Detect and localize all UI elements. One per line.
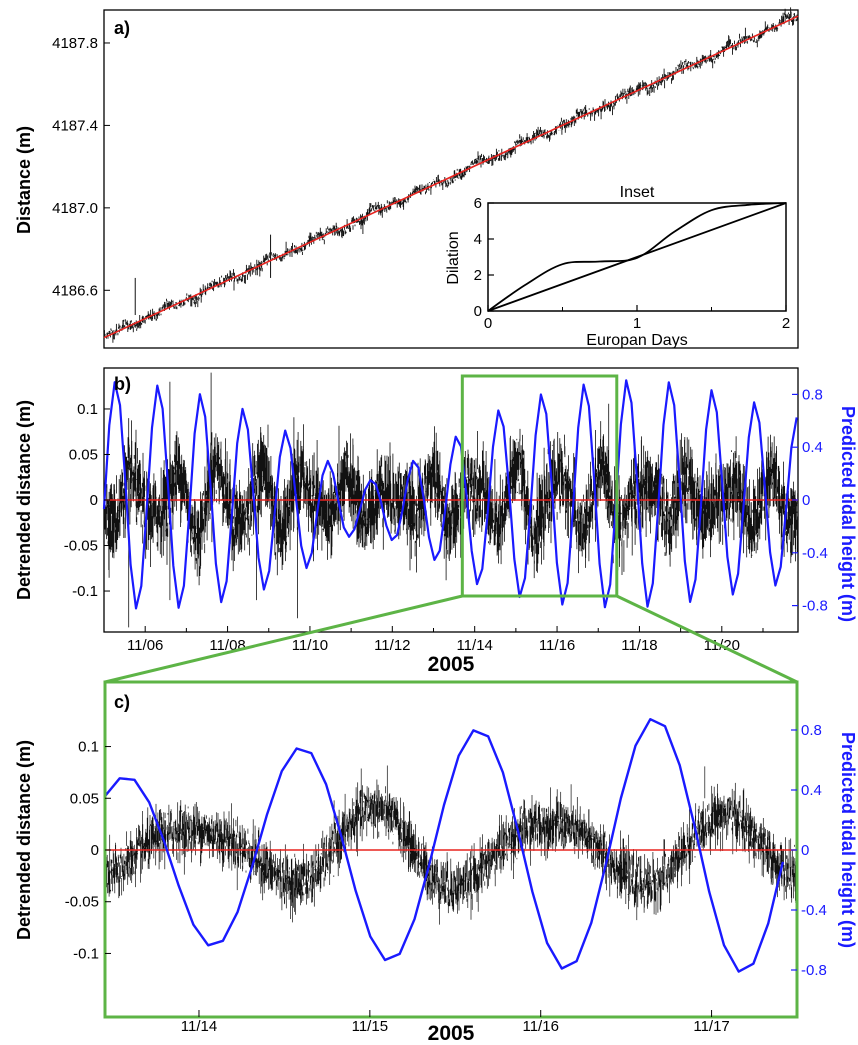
panel-c-x-tick-label: 11/14 <box>181 1018 217 1035</box>
panel-c-y-tick-label: 0.1 <box>78 739 99 756</box>
panel-c-tide-curve <box>104 718 785 973</box>
inset-lines <box>487 202 787 312</box>
panel-a-y-tick-label: 4187.4 <box>52 117 98 134</box>
panel-b-tide <box>102 379 798 610</box>
panel-b-y-tick-label: 0.05 <box>69 446 98 463</box>
panel-a-y-tick-label: 4186.6 <box>52 282 98 299</box>
panel-b-x-tick-label: 11/10 <box>292 637 328 654</box>
panel-c-y2-ticks: -0.8 -0.4 0 0.4 0.8 <box>791 722 827 979</box>
panel-c-x-tick-label: 11/16 <box>522 1018 558 1035</box>
panel-b-y2-tick-label: 0.4 <box>802 439 823 456</box>
panel-c-x-axis-label: 2005 <box>428 1022 475 1045</box>
panel-b-y-tick-label: 0.1 <box>77 401 98 418</box>
panel-b-y2-tick-label: 0.8 <box>802 386 823 403</box>
inset-x-tick-label: 1 <box>633 315 641 332</box>
panel-b-y-axis-label: Detrended distance (m) <box>14 400 34 600</box>
inset-y-tick-label: 4 <box>474 231 482 248</box>
panel-b-x-tick-label: 11/18 <box>621 637 657 654</box>
panel-c-y-tick-label: -0.1 <box>73 945 99 962</box>
panel-a-frame <box>103 9 799 349</box>
panel-c-y-tick-label: 0 <box>91 842 99 859</box>
panel-b-y-tick-label: -0.1 <box>72 583 98 600</box>
inset-y-tick-label: 0 <box>474 303 482 320</box>
panel-c-y2-tick-label: 0.8 <box>801 722 822 739</box>
panel-c-x-ticks: 11/14 11/15 11/16 11/17 <box>181 1010 730 1035</box>
panel-b-zoom-rect <box>460 374 619 598</box>
panel-c-x-tick-label: 11/17 <box>693 1018 729 1035</box>
panel-c-detrended-scatter <box>104 765 798 925</box>
panel-a-trend <box>103 15 799 339</box>
panel-c-y2-axis-label: Predicted tidal height (m) <box>838 732 858 948</box>
zoom-connector-right <box>616 594 798 684</box>
panel-c-x-tick-label: 11/15 <box>352 1018 388 1035</box>
panel-b-y2-axis-label: Predicted tidal height (m) <box>838 406 858 622</box>
panel-b-x-tick-label: 11/06 <box>127 637 163 654</box>
panel-b-y2-ticks: -0.8 -0.4 0 0.4 0.8 <box>792 386 828 615</box>
panel-b-y2-tick-label: -0.4 <box>802 545 828 562</box>
panel-a-trend-line <box>103 15 799 339</box>
inset-x-axis-label: Europan Days <box>586 332 687 349</box>
panel-a: a) 4186.6 4187.0 4187.4 4187.8 Distance (m)… <box>14 7 799 349</box>
panel-c-detrended-points <box>104 765 798 925</box>
panel-c: c) -0.1 -0.05 0 0.05 0.1 -0.8 -0.4 0 0.4 0.8 11/… <box>14 680 858 1045</box>
panel-c-y2-tick-label: 0.4 <box>801 782 822 799</box>
inset-chart: 0 2 4 6 0 1 2 Inset Europan Days Dilation <box>445 184 790 349</box>
panel-b-y2-tick-label: -0.8 <box>802 598 828 615</box>
panel-b-x-tick-label: 11/16 <box>539 637 575 654</box>
panel-c-y2-tick-label: -0.8 <box>801 962 827 979</box>
panel-c-y-axis-label: Detrended distance (m) <box>14 740 34 940</box>
inset-ticks: 0 2 4 6 0 1 2 <box>474 195 791 332</box>
inset-title: Inset <box>620 184 655 201</box>
panel-b-x-tick-label: 11/12 <box>374 637 410 654</box>
panel-c-y-ticks: -0.1 -0.05 0 0.05 0.1 <box>65 739 111 962</box>
panel-a-label: a) <box>114 18 130 38</box>
panel-a-y-ticks: 4186.6 4187.0 4187.4 4187.8 <box>52 35 110 299</box>
panel-c-y-tick-label: -0.05 <box>65 894 99 911</box>
panel-b-x-tick-label: 11/14 <box>456 637 492 654</box>
inset-y-tick-label: 6 <box>474 195 482 212</box>
inset-series-stepped <box>487 202 787 312</box>
panel-b-y2-tick-label: 0 <box>802 492 810 509</box>
panel-c-y2-tick-label: 0 <box>801 842 809 859</box>
panel-b-y-tick-label: 0 <box>90 492 98 509</box>
panel-c-y2-tick-label: -0.4 <box>801 902 827 919</box>
panel-b-label: b) <box>114 374 131 394</box>
panel-c-tide <box>104 718 785 973</box>
panel-c-y-tick-label: 0.05 <box>70 790 99 807</box>
panel-b-zoom-box <box>460 374 619 598</box>
zoom-connector-left <box>104 594 463 684</box>
panel-c-label: c) <box>114 692 130 712</box>
inset-y-tick-label: 2 <box>474 267 482 284</box>
panel-a-y-tick-label: 4187.0 <box>52 200 98 217</box>
panel-b-tide-curve <box>102 379 798 610</box>
inset-y-axis-label: Dilation <box>445 231 462 284</box>
zoom-connector-lines <box>104 594 798 684</box>
panel-b-x-axis-label: 2005 <box>428 653 475 676</box>
panel-b: b) -0.1 -0.05 0 0.05 0.1 -0.8 -0.4 0 0.4 0.8 11/… <box>14 367 858 676</box>
inset-x-tick-label: 0 <box>484 315 492 332</box>
panel-b-y-ticks: -0.1 -0.05 0 0.05 0.1 <box>64 401 110 600</box>
panel-b-y-tick-label: -0.05 <box>64 538 98 555</box>
panel-a-y-tick-label: 4187.8 <box>52 35 98 52</box>
panel-a-y-axis-label: Distance (m) <box>14 126 34 234</box>
inset-x-tick-label: 2 <box>782 315 790 332</box>
